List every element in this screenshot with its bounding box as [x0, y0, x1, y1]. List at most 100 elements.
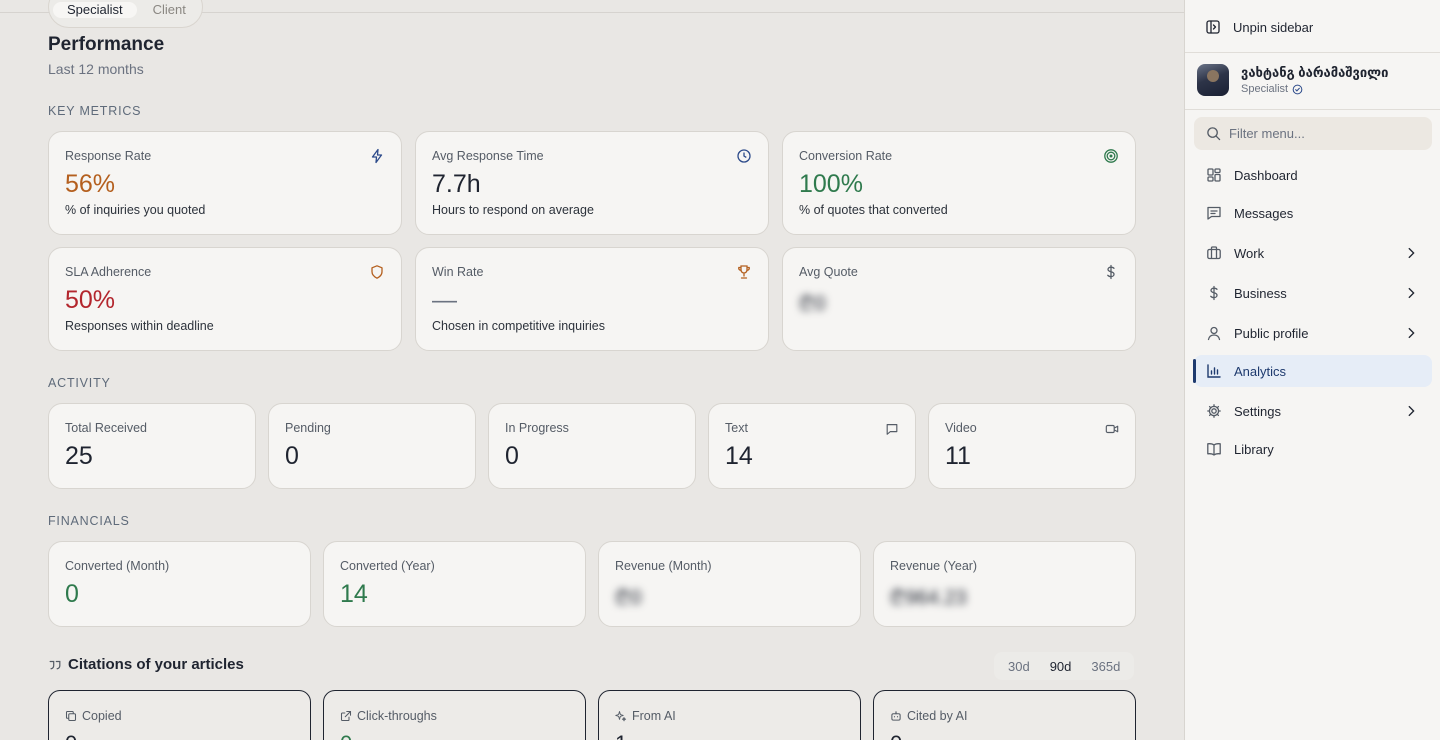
video-icon	[1105, 424, 1119, 434]
activity-card-video: Video 11	[928, 403, 1136, 489]
metric-value: 7.7h	[432, 170, 481, 198]
briefcase-icon	[1207, 246, 1221, 260]
clock-icon	[737, 149, 751, 163]
sidebar-item-dashboard[interactable]: Dashboard	[1194, 159, 1432, 191]
sidebar-item-analytics[interactable]: Analytics	[1193, 355, 1432, 387]
segment-client[interactable]: Client	[152, 2, 186, 17]
range-90d[interactable]: 90d	[1049, 658, 1072, 674]
section-activity: ACTIVITY	[48, 376, 111, 390]
panel-icon	[1206, 20, 1220, 34]
citation-value: 1	[615, 731, 627, 740]
sidebar-item-label: Public profile	[1234, 325, 1309, 341]
filter-menu-input[interactable]	[1229, 126, 1419, 141]
metric-desc: Hours to respond on average	[432, 203, 594, 217]
citation-label: Copied	[82, 709, 122, 723]
metric-card-avg-response-time: Avg Response Time 7.7h Hours to respond …	[415, 131, 769, 235]
activity-card-in-progress: In Progress 0	[488, 403, 696, 489]
bot-icon	[891, 711, 901, 721]
financial-card-converted-month: Converted (Month) 0	[48, 541, 311, 627]
metric-card-response-rate: Response Rate 56% % of inquiries you quo…	[48, 131, 402, 235]
sidebar-item-settings[interactable]: Settings	[1194, 395, 1432, 427]
activity-label: Total Received	[65, 421, 147, 435]
sidebar: Unpin sidebar ვახტანგ ბარამაშვილი Specia…	[1184, 0, 1440, 740]
messages-icon	[1207, 206, 1221, 220]
citation-label: From AI	[632, 709, 676, 723]
sidebar-item-messages[interactable]: Messages	[1194, 197, 1432, 229]
financial-label: Revenue (Year)	[890, 559, 978, 573]
unpin-sidebar-label: Unpin sidebar	[1233, 19, 1314, 35]
metric-label: Avg Response Time	[432, 149, 544, 163]
metric-desc: % of quotes that converted	[799, 203, 948, 217]
activity-card-pending: Pending 0	[268, 403, 476, 489]
chevron-right-icon	[1408, 405, 1415, 417]
range-365d[interactable]: 365d	[1091, 658, 1121, 674]
citation-card-from-ai: From AI 1	[598, 690, 861, 740]
avatar	[1197, 64, 1229, 96]
activity-label: Pending	[285, 421, 331, 435]
user-role-row: Specialist	[1241, 83, 1388, 95]
sidebar-item-work[interactable]: Work	[1194, 237, 1432, 269]
message-icon	[886, 424, 898, 435]
metric-value: —	[432, 286, 457, 314]
citation-label: Cited by AI	[907, 709, 968, 723]
metric-value: ₾0	[799, 293, 826, 315]
range-30d[interactable]: 30d	[1008, 658, 1030, 674]
financial-value: 14	[340, 580, 368, 608]
citation-value: 0	[65, 731, 77, 740]
page-subtitle: Last 12 months	[48, 61, 144, 77]
citation-label: Click-throughs	[357, 709, 437, 723]
sparkles-icon	[615, 711, 627, 722]
financial-label: Revenue (Month)	[615, 559, 712, 573]
book-icon	[1207, 443, 1221, 456]
search-icon	[1207, 127, 1221, 141]
activity-value: 0	[285, 442, 299, 470]
metric-desc: Responses within deadline	[65, 319, 214, 333]
bolt-icon	[371, 148, 383, 164]
quote-icon	[49, 660, 61, 669]
sidebar-item-label: Library	[1234, 441, 1274, 457]
financial-card-revenue-year: Revenue (Year) ₾964.23	[873, 541, 1136, 627]
dashboard-icon	[1207, 168, 1221, 182]
sidebar-item-label: Work	[1234, 245, 1265, 261]
user-name: ვახტანგ ბარამაშვილი	[1241, 65, 1389, 80]
activity-label: In Progress	[505, 421, 569, 435]
chevron-right-icon	[1408, 327, 1415, 339]
segment-specialist[interactable]: Specialist	[53, 2, 137, 18]
citation-value: 0	[340, 731, 352, 740]
activity-value: 25	[65, 442, 93, 470]
external-link-icon	[340, 710, 352, 722]
dollar-icon	[1107, 264, 1115, 280]
sidebar-item-business[interactable]: Business	[1194, 277, 1432, 309]
user-profile[interactable]: ვახტანგ ბარამაშვილი Specialist	[1197, 64, 1388, 96]
page-title: Performance	[48, 34, 165, 55]
activity-label: Text	[725, 421, 748, 435]
metric-card-win-rate: Win Rate — Chosen in competitive inquiri…	[415, 247, 769, 351]
citation-label-row: Copied	[65, 709, 122, 723]
metric-card-avg-quote: Avg Quote ₾0	[782, 247, 1136, 351]
shield-icon	[371, 265, 383, 279]
metric-card-sla-adherence: SLA Adherence 50% Responses within deadl…	[48, 247, 402, 351]
sidebar-item-public-profile[interactable]: Public profile	[1194, 317, 1432, 349]
citation-card-copied: Copied 0	[48, 690, 311, 740]
sidebar-item-library[interactable]: Library	[1194, 433, 1432, 465]
sidebar-divider	[1185, 109, 1440, 110]
metric-value: 56%	[65, 170, 116, 198]
financial-value: ₾964.23	[890, 587, 967, 609]
financial-value: ₾0	[615, 587, 642, 609]
activity-value: 14	[725, 442, 753, 470]
target-icon	[1104, 149, 1118, 163]
citation-value: 0	[890, 731, 902, 740]
filter-menu-field	[1194, 117, 1432, 150]
financial-label: Converted (Month)	[65, 559, 170, 573]
role-segmented-control: Specialist Client	[48, 0, 203, 28]
activity-value: 11	[945, 442, 971, 470]
sidebar-divider	[1185, 52, 1440, 53]
chart-icon	[1207, 364, 1221, 378]
metric-value: 100%	[799, 170, 863, 198]
sidebar-item-label: Settings	[1234, 403, 1281, 419]
financial-label: Converted (Year)	[340, 559, 435, 573]
unpin-sidebar-button[interactable]: Unpin sidebar	[1205, 19, 1313, 35]
metric-label: Avg Quote	[799, 265, 858, 279]
activity-value: 0	[505, 442, 519, 470]
activity-label: Video	[945, 421, 977, 435]
